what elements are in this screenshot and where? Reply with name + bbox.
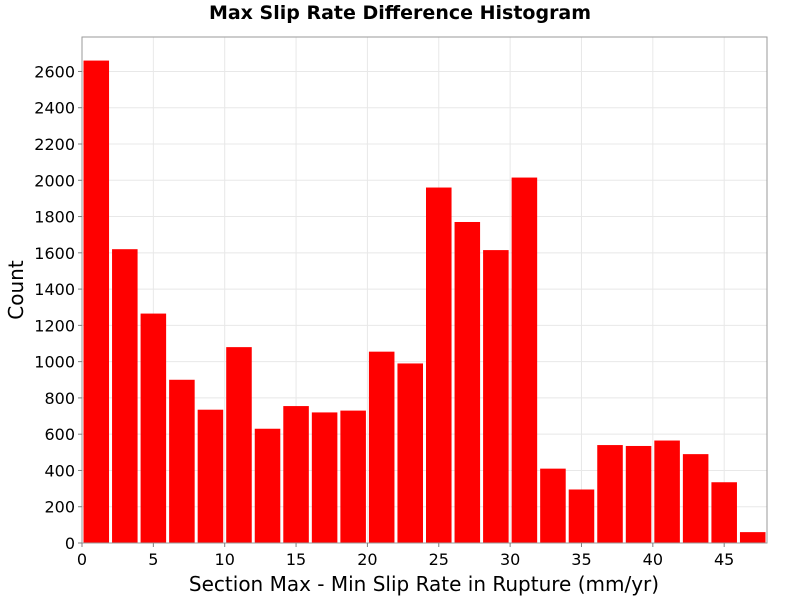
histogram-bar bbox=[625, 445, 652, 543]
x-tick-label: 35 bbox=[571, 550, 591, 569]
histogram-bar bbox=[197, 409, 224, 543]
y-axis-title: Count bbox=[4, 260, 28, 320]
y-tick-label: 800 bbox=[44, 389, 75, 408]
histogram-bar bbox=[483, 250, 509, 544]
histogram-bar bbox=[511, 177, 538, 544]
x-tick-label: 25 bbox=[429, 550, 449, 569]
y-tick-label: 2400 bbox=[34, 99, 75, 118]
histogram-bar bbox=[682, 454, 709, 543]
histogram-bar bbox=[426, 187, 452, 544]
x-tick-label: 40 bbox=[643, 550, 663, 569]
y-tick-label: 1400 bbox=[34, 280, 75, 299]
histogram-bar bbox=[283, 406, 309, 543]
plot-area-frame bbox=[81, 36, 768, 544]
y-tick-label: 2600 bbox=[34, 62, 75, 81]
x-tick-label: 10 bbox=[215, 550, 235, 569]
x-tick-label: 45 bbox=[714, 550, 734, 569]
histogram-bar bbox=[169, 379, 195, 543]
histogram-bar bbox=[397, 363, 423, 543]
x-axis-title: Section Max - Min Slip Rate in Rupture (… bbox=[189, 572, 659, 596]
y-axis-ticks: 0 200 400 600 800 1000 1200 1400 1600 1800 2000 220… bbox=[34, 62, 82, 553]
histogram-bars bbox=[83, 60, 766, 544]
histogram-bar bbox=[340, 410, 366, 543]
histogram-bar bbox=[311, 412, 338, 543]
histogram-bar bbox=[140, 313, 167, 543]
y-tick-label: 2000 bbox=[34, 171, 75, 190]
histogram-bar bbox=[597, 445, 623, 543]
x-tick-label: 0 bbox=[77, 550, 87, 569]
chart-title: Max Slip Rate Difference Histogram bbox=[208, 2, 592, 24]
histogram-bar bbox=[368, 351, 395, 543]
x-tick-label: 20 bbox=[357, 550, 377, 569]
y-tick-label: 200 bbox=[44, 498, 75, 517]
x-tick-label: 5 bbox=[148, 550, 158, 569]
histogram-bar bbox=[112, 249, 138, 543]
y-tick-label: 1800 bbox=[34, 208, 75, 227]
histogram-bar bbox=[654, 440, 680, 543]
y-tick-label: 1200 bbox=[34, 316, 75, 335]
x-tick-label: 30 bbox=[500, 550, 520, 569]
histogram-bar bbox=[226, 347, 252, 543]
histogram-bar bbox=[711, 482, 737, 543]
y-tick-label: 2200 bbox=[34, 135, 75, 154]
histogram-bar bbox=[540, 468, 566, 543]
y-tick-label: 400 bbox=[44, 461, 75, 480]
y-tick-label: 600 bbox=[44, 425, 75, 444]
histogram-bar bbox=[568, 489, 595, 543]
histogram-bar bbox=[83, 60, 110, 544]
histogram-bar bbox=[739, 532, 766, 543]
x-axis-ticks: 0 5 10 15 20 25 30 35 40 45 bbox=[77, 543, 734, 569]
y-tick-label: 1600 bbox=[34, 244, 75, 263]
histogram-bar bbox=[454, 221, 481, 543]
y-tick-label: 1000 bbox=[34, 353, 75, 372]
histogram-bar bbox=[254, 428, 281, 543]
x-tick-label: 15 bbox=[286, 550, 306, 569]
y-tick-label: 0 bbox=[65, 534, 75, 553]
